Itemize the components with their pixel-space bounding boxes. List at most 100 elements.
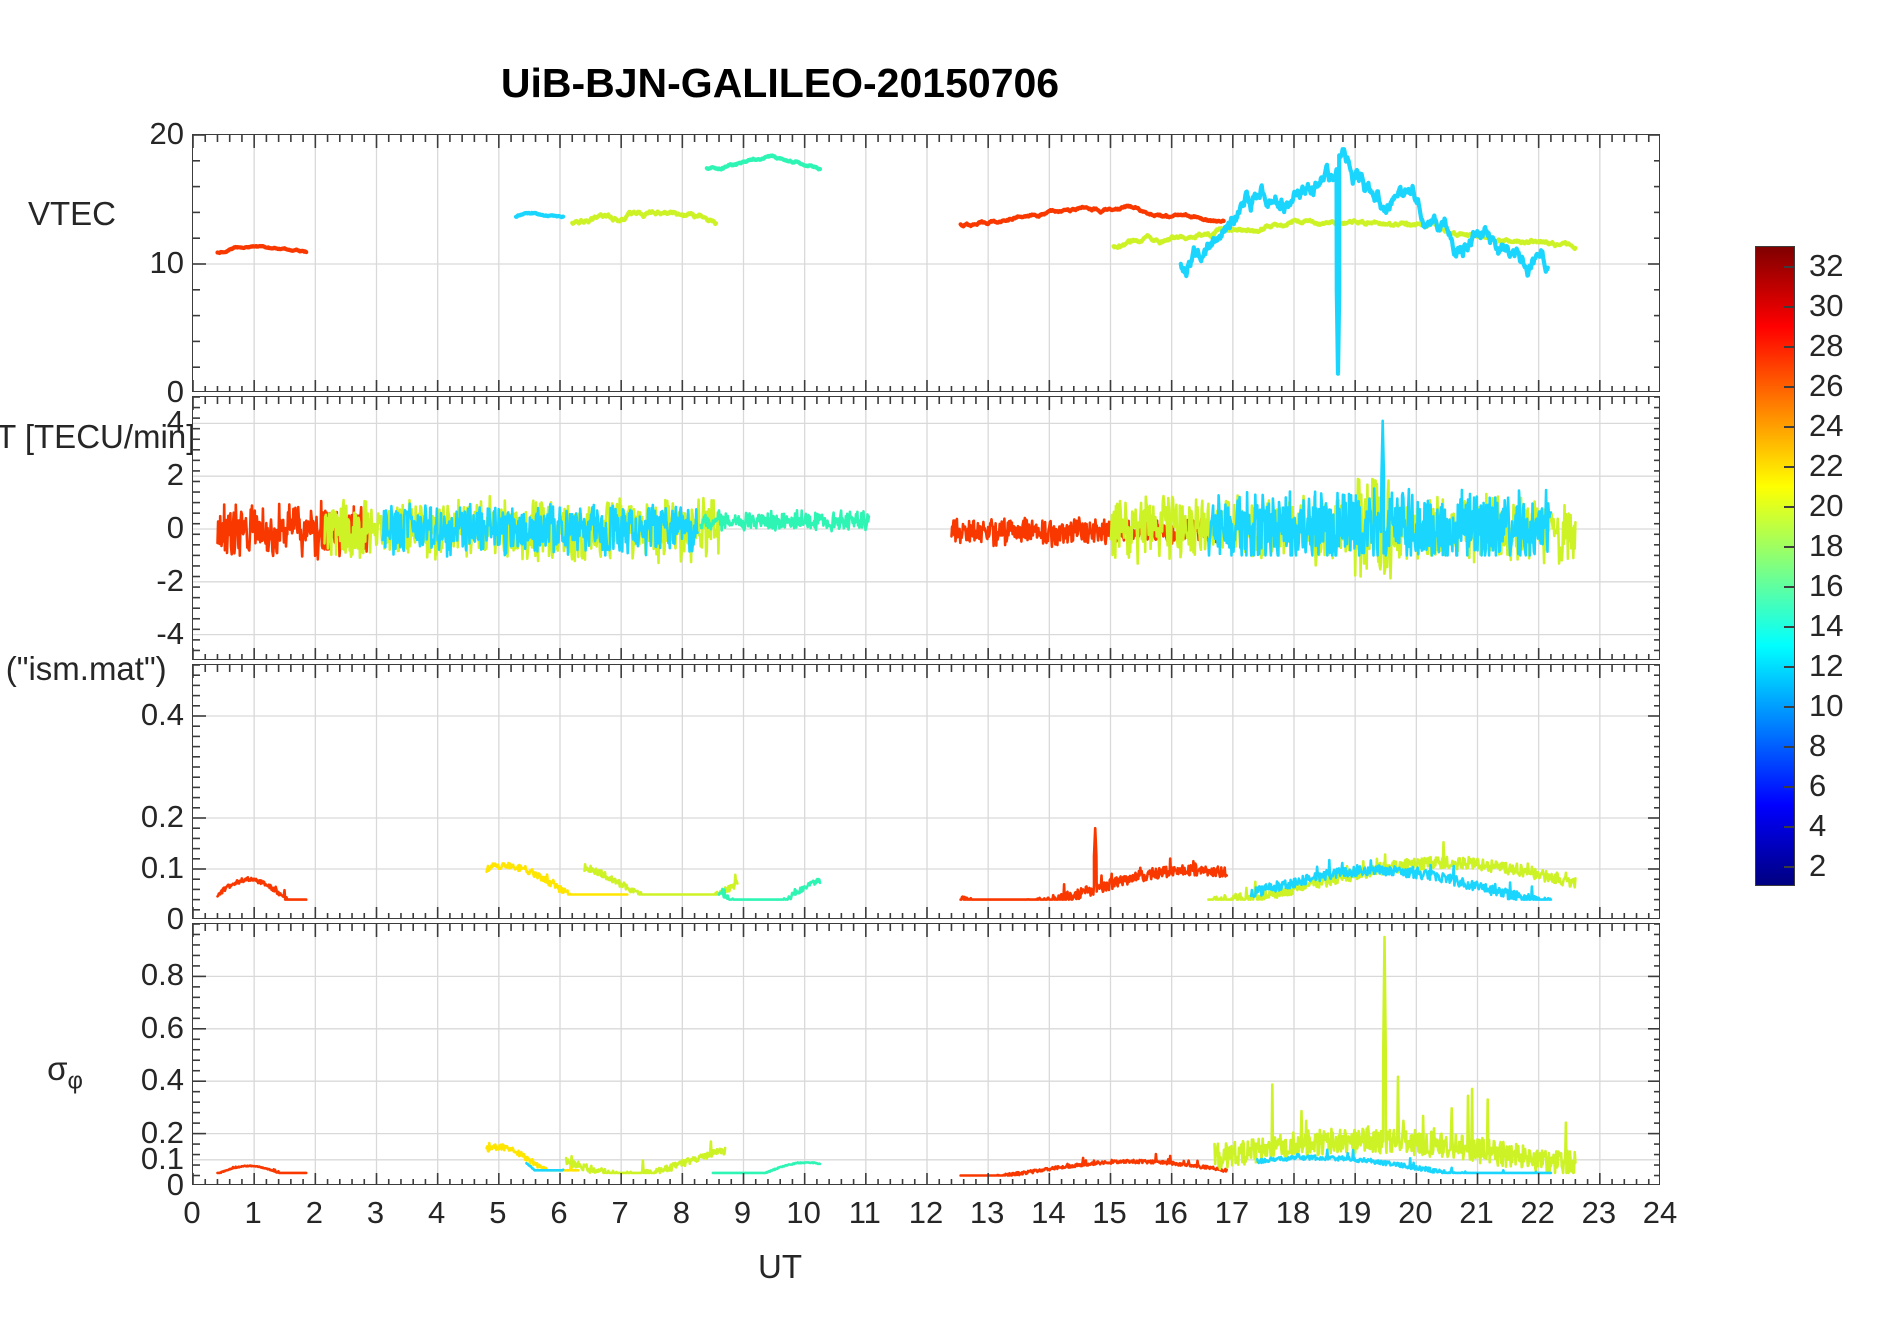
ytick-label: 0.4 (140, 1062, 184, 1098)
rot-axis-label: ROT [TECU/min] (0, 418, 196, 455)
colorbar-tick-mark (1784, 866, 1795, 868)
rot-ytick-labels: -4 -2 0 2 4 (126, 396, 184, 660)
data-trace-prn-12 (513, 210, 566, 220)
ytick-label: -2 (156, 562, 184, 598)
xtick-label: 22 (1520, 1195, 1555, 1230)
xtick-label: 1 (244, 1195, 262, 1230)
data-trace-prn-19 (570, 209, 719, 227)
data-trace-prn-19 (1207, 840, 1577, 901)
ytick-label: 0 (166, 374, 184, 409)
colorbar-tick-mark (1784, 426, 1795, 428)
xtick-label: 8 (672, 1195, 690, 1230)
xtick-label: 23 (1581, 1195, 1617, 1230)
data-trace-prn-15 (699, 509, 871, 533)
data-trace-prn-12 (381, 502, 699, 558)
xtick-label: 24 (1642, 1195, 1678, 1230)
vtec-ytick-labels: 0 10 20 (126, 116, 184, 409)
axis-ticks (193, 924, 1659, 1184)
colorbar-tick-label: 6 (1809, 768, 1827, 803)
xtick-label: 0 (183, 1195, 201, 1230)
ytick-label: 0 (166, 901, 184, 936)
ytick-label: 2 (166, 457, 184, 493)
data-trace-prn-19 (1111, 217, 1578, 252)
colorbar-tick-label: 22 (1809, 448, 1844, 483)
colorbar-tick-mark (1784, 826, 1795, 828)
data-trace-prn-21 (485, 1141, 580, 1172)
xtick-label: 7 (611, 1195, 629, 1230)
colorbar-tick-label: 24 (1809, 408, 1844, 443)
xtick-label: 16 (1153, 1195, 1188, 1230)
colorbar-tick-label: 12 (1809, 648, 1844, 683)
axis-ticks (193, 397, 1659, 659)
colorbar-tick-mark (1784, 546, 1795, 548)
data-trace-prn-12 (1207, 419, 1553, 557)
colorbar-tick-mark (1784, 626, 1795, 628)
colorbar-tick-mark (1784, 386, 1795, 388)
colorbar-tick-label: 4 (1809, 808, 1827, 843)
data-trace-prn-12 (1256, 1148, 1553, 1175)
data-trace-prn-27 (958, 203, 1226, 229)
sigphi-plot-area (193, 924, 1659, 1184)
ytick-label: 0.2 (140, 1114, 184, 1150)
vtec-panel (192, 134, 1660, 392)
xtick-label: 3 (366, 1195, 385, 1230)
ytick-label: 20 (149, 116, 184, 151)
ytick-label: 0 (166, 510, 184, 545)
colorbar-tick-mark (1784, 746, 1795, 748)
colorbar-tick-label: 28 (1809, 328, 1844, 363)
xtick-label: 17 (1214, 1195, 1250, 1230)
page-title: UiB-BJN-GALILEO-20150706 (500, 60, 1060, 106)
gridlines (193, 665, 1659, 918)
sigphi-ytick-labels: 0 0.1 0.2 0.4 0.6 0.8 (126, 923, 184, 1202)
colorbar-tick-mark (1784, 346, 1795, 348)
gridlines (193, 135, 1659, 391)
xtick-label: 15 (1092, 1195, 1127, 1230)
colorbar-tick-mark (1784, 786, 1795, 788)
xtick-label: 5 (489, 1195, 507, 1230)
s4-plot-area (193, 665, 1659, 918)
colorbar-tick-mark (1784, 706, 1795, 708)
data-trace-prn-19 (583, 863, 739, 896)
sigma-phi-axis-label: σφ (47, 1050, 83, 1095)
ytick-label: 0.1 (140, 850, 184, 885)
data-trace-prn-27 (959, 1152, 1228, 1177)
colorbar-tick-label: 20 (1809, 488, 1844, 523)
ytick-label: 0.4 (140, 697, 184, 732)
colorbar-tick-label: 2 (1809, 848, 1827, 883)
ytick-label: -4 (156, 615, 184, 651)
data-trace-prn-12 (1249, 858, 1553, 901)
gridlines (193, 924, 1659, 1184)
colorbar-tick-mark (1784, 266, 1795, 268)
colorbar-tick-label: 8 (1809, 728, 1827, 763)
ytick-label: 0.1 (140, 1140, 184, 1176)
s4-axis-label: S4 ("ism.mat") (0, 650, 167, 687)
colorbar-tick-label: 26 (1809, 368, 1844, 403)
ytick-label: 10 (149, 245, 184, 280)
xtick-label: 13 (969, 1195, 1005, 1230)
prn-colorbar (1755, 246, 1795, 886)
sigphi-panel (192, 923, 1660, 1185)
ytick-label: 0.6 (140, 1009, 184, 1045)
data-trace-prn-27 (215, 243, 309, 256)
xtick-label: 2 (305, 1195, 323, 1230)
xtick-label: 12 (908, 1195, 944, 1230)
xtick-label: 4 (428, 1195, 446, 1230)
data-trace-prn-12 (1178, 147, 1550, 376)
axis-ticks (193, 135, 1659, 391)
xtick-label: 20 (1398, 1195, 1433, 1230)
ytick-label: 0.2 (140, 799, 184, 834)
data-trace-prn-27 (959, 826, 1228, 901)
data-trace-prn-27 (216, 1164, 308, 1175)
data-trace-prn-19 (564, 1140, 727, 1175)
xtick-label: 10 (786, 1195, 821, 1230)
xtick-label: 21 (1459, 1195, 1494, 1230)
data-trace-prn-21 (485, 861, 629, 896)
colorbar-tick-label: 16 (1809, 568, 1844, 603)
axis-ticks (193, 665, 1659, 918)
colorbar-tick-mark (1784, 666, 1795, 668)
colorbar-tick-label: 18 (1809, 528, 1844, 563)
data-trace-prn-15 (704, 153, 823, 172)
colorbar-tick-mark (1784, 506, 1795, 508)
xtick-label: 11 (848, 1195, 881, 1230)
xtick-label: 19 (1336, 1195, 1372, 1230)
